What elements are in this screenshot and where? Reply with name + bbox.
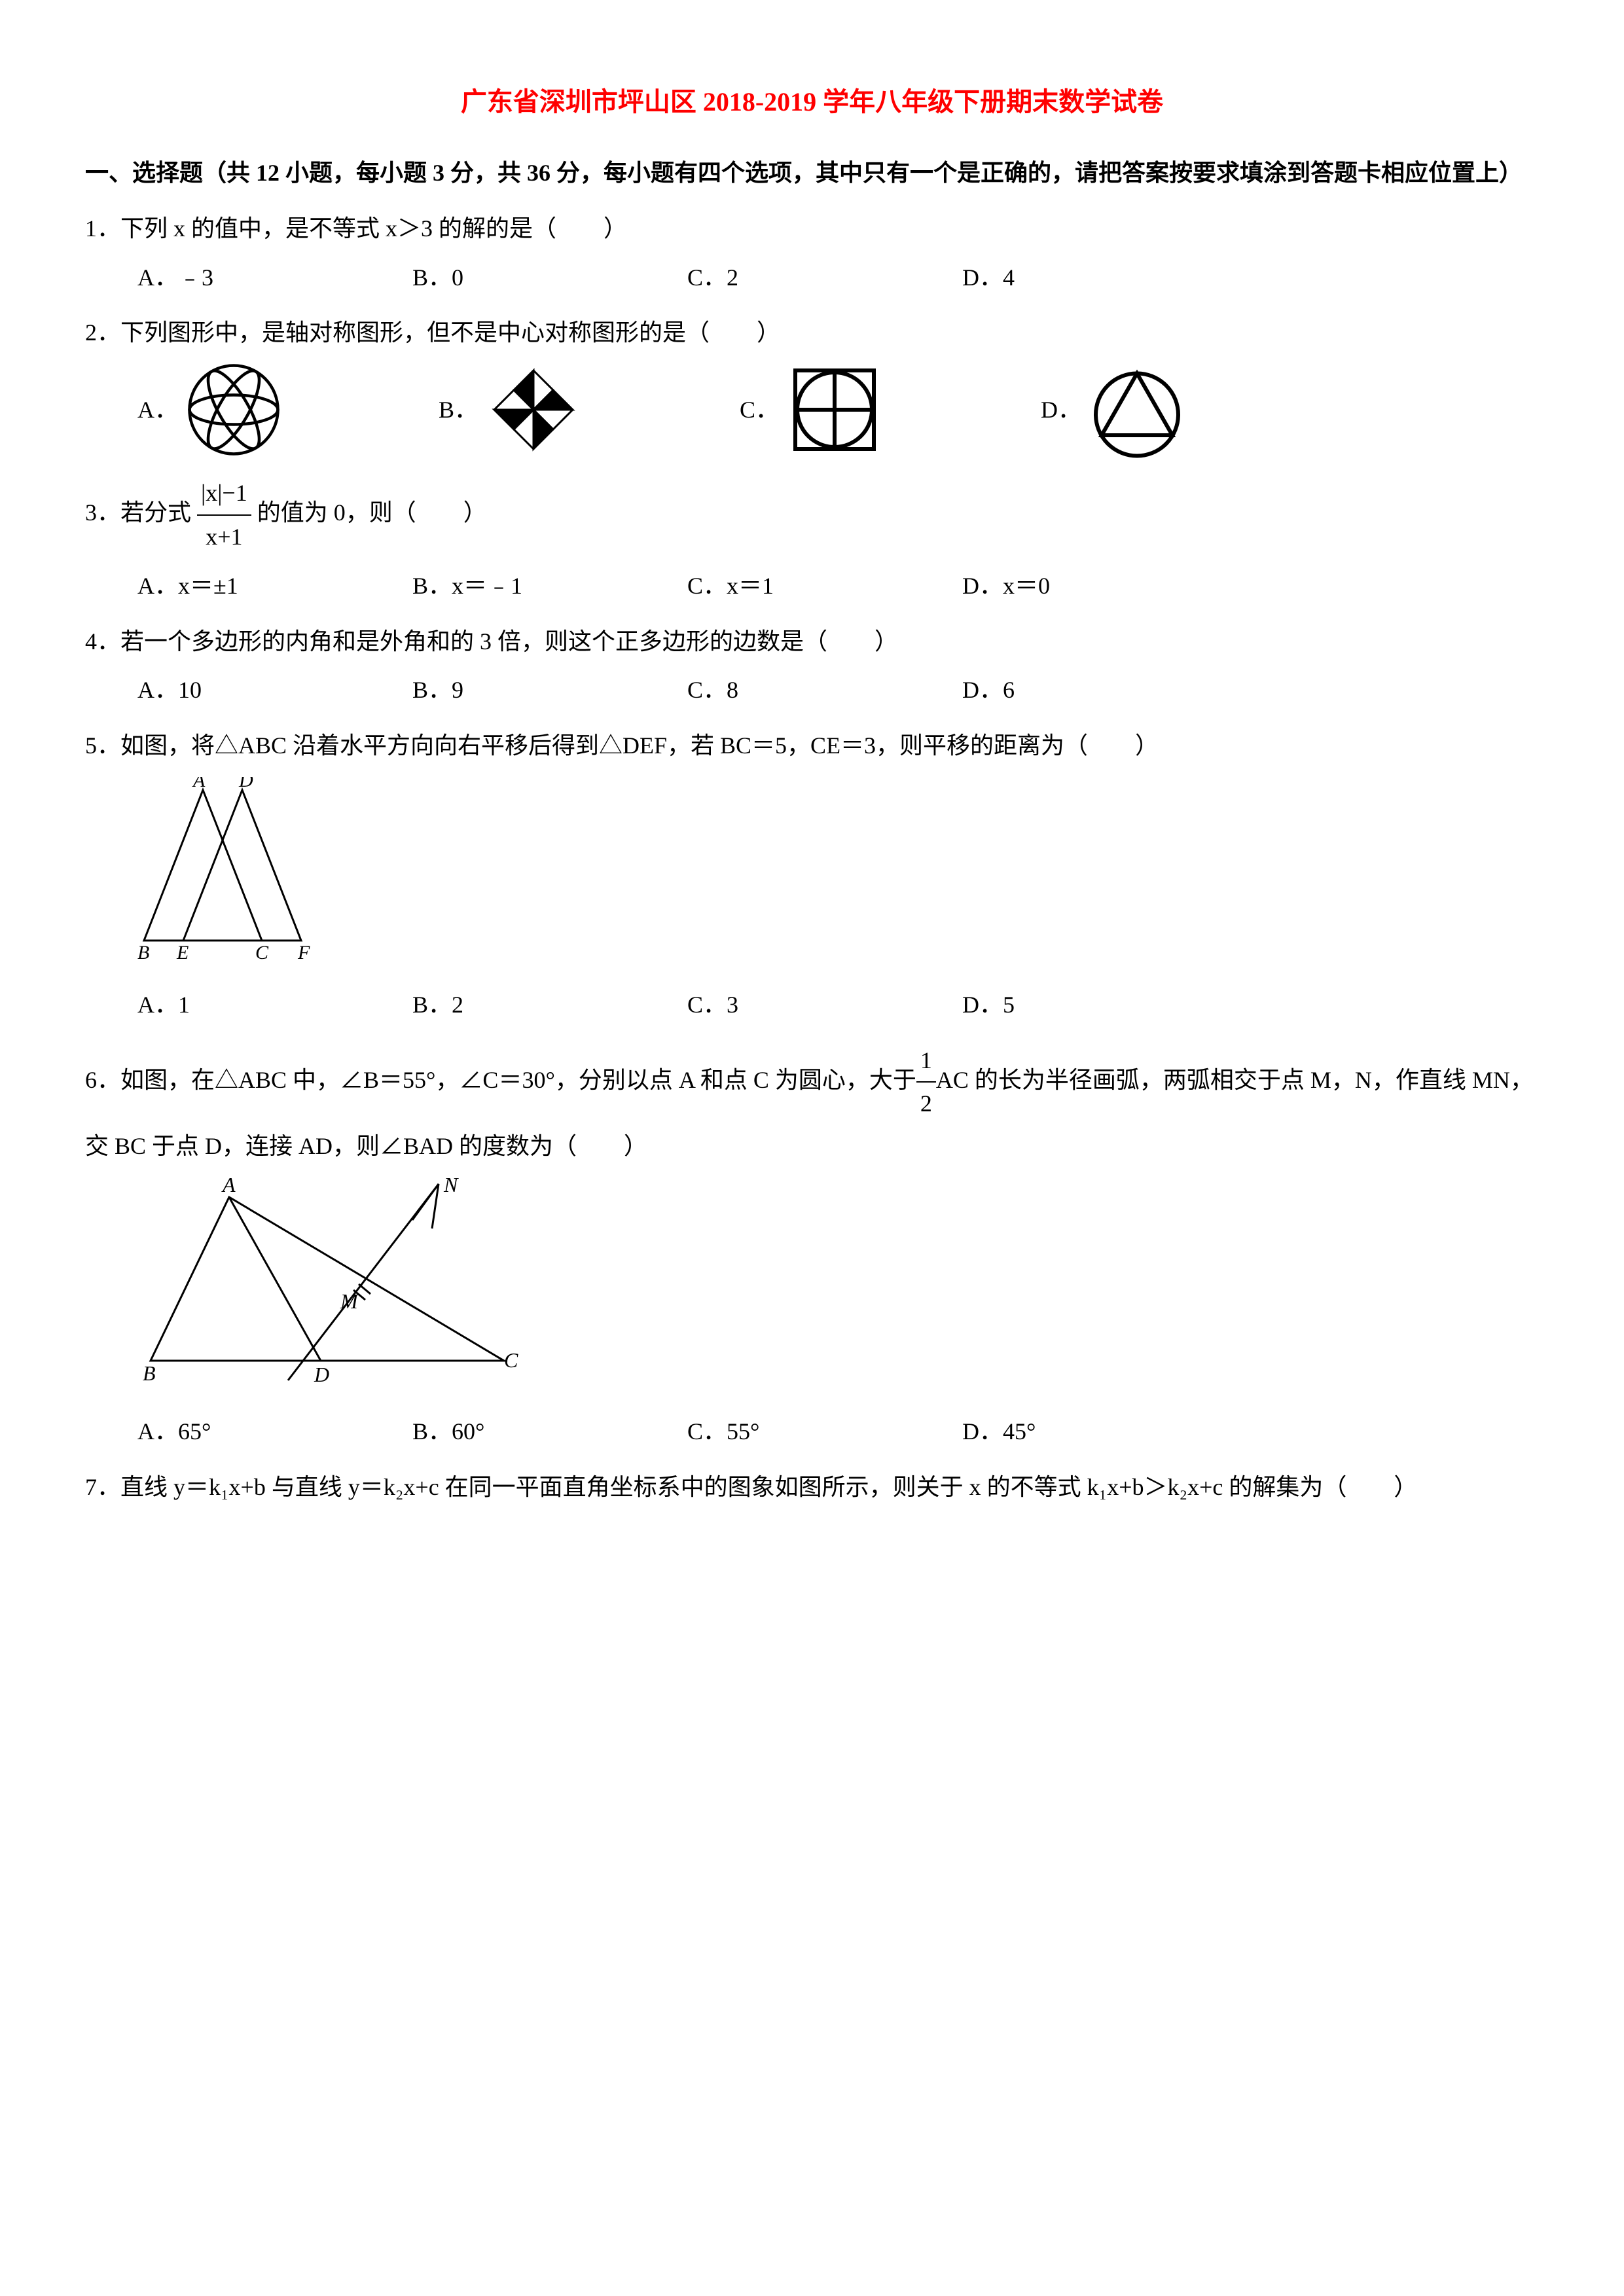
- question-6: 6．如图，在△ABC 中，∠B＝55°，∠C＝30°，分别以点 A 和点 C 为…: [85, 1039, 1539, 1453]
- q4-opt-c: C．8: [687, 669, 962, 711]
- q2-text: 2．下列图形中，是轴对称图形，但不是中心对称图形的是（ ）: [85, 312, 1539, 354]
- question-5: 5．如图，将△ABC 沿着水平方向向右平移后得到△DEF，若 BC＝5，CE＝3…: [85, 725, 1539, 1026]
- q5-label-e: E: [176, 942, 189, 960]
- triangle-circle-icon: [1088, 361, 1186, 459]
- q1-options: A．﹣3 B．0 C．2 D．4: [85, 257, 1539, 299]
- q6-label-d: D: [314, 1363, 329, 1386]
- q1-opt-a: A．﹣3: [137, 257, 412, 299]
- q6-opt-a: A．65°: [137, 1410, 412, 1453]
- question-4: 4．若一个多边形的内角和是外角和的 3 倍，则这个正多边形的边数是（ ） A．1…: [85, 620, 1539, 712]
- q5-label-d: D: [238, 777, 253, 791]
- q3-opt-b: B．x＝﹣1: [412, 565, 687, 607]
- q3-opt-a: A．x＝±1: [137, 565, 412, 607]
- q5-figure: A D B E C F: [85, 777, 1539, 974]
- q4-opt-b: B．9: [412, 669, 687, 711]
- q5-opt-c: C．3: [687, 984, 962, 1026]
- q1-opt-c: C．2: [687, 257, 962, 299]
- q3-opt-c: C．x＝1: [687, 565, 962, 607]
- question-3: 3．若分式 |x|−1 x+1 的值为 0，则（ ） A．x＝±1 B．x＝﹣1…: [85, 472, 1539, 607]
- q6-opt-d: D．45°: [962, 1410, 1237, 1453]
- exam-title: 广东省深圳市坪山区 2018-2019 学年八年级下册期末数学试卷: [85, 79, 1539, 126]
- q5-label-a: A: [192, 777, 206, 791]
- q2-opt-d: D．: [1041, 361, 1316, 459]
- q1-text: 1．下列 x 的值中，是不等式 x＞3 的解的是（ ）: [85, 207, 1539, 250]
- section-1-header: 一、选择题（共 12 小题，每小题 3 分，共 36 分，每小题有四个选项，其中…: [85, 152, 1539, 194]
- q2-opt-a: A．: [137, 361, 412, 459]
- q5-options: A．1 B．2 C．3 D．5: [85, 984, 1539, 1026]
- q5-label-f: F: [297, 942, 310, 960]
- q1-opt-b: B．0: [412, 257, 687, 299]
- q6-opt-b: B．60°: [412, 1410, 687, 1453]
- q6-label-c: C: [504, 1348, 518, 1372]
- q7-text: 7．直线 y＝k₁x+b 与直线 y＝k₂x+c 在同一平面直角坐标系中的图象如…: [85, 1466, 1539, 1509]
- q6-opt-c: C．55°: [687, 1410, 962, 1453]
- question-7: 7．直线 y＝k₁x+b 与直线 y＝k₂x+c 在同一平面直角坐标系中的图象如…: [85, 1466, 1539, 1509]
- q3-options: A．x＝±1 B．x＝﹣1 C．x＝1 D．x＝0: [85, 565, 1539, 607]
- pinwheel-icon: [484, 361, 583, 459]
- q4-opt-d: D．6: [962, 669, 1237, 711]
- square-circle-icon: [785, 361, 884, 459]
- q6-figure: A B C D M N: [85, 1177, 1539, 1401]
- q4-options: A．10 B．9 C．8 D．6: [85, 669, 1539, 711]
- q5-text: 5．如图，将△ABC 沿着水平方向向右平移后得到△DEF，若 BC＝5，CE＝3…: [85, 725, 1539, 767]
- q3-opt-d: D．x＝0: [962, 565, 1237, 607]
- q1-opt-d: D．4: [962, 257, 1237, 299]
- question-2: 2．下列图形中，是轴对称图形，但不是中心对称图形的是（ ） A． B．: [85, 312, 1539, 459]
- q5-label-c: C: [255, 942, 269, 960]
- q6-label-m: M: [340, 1289, 359, 1313]
- q6-label-a: A: [221, 1177, 236, 1196]
- q6-options: A．65° B．60° C．55° D．45°: [85, 1410, 1539, 1453]
- flower-icon: [185, 361, 283, 459]
- q5-opt-a: A．1: [137, 984, 412, 1026]
- q6-label-b: B: [143, 1361, 156, 1385]
- q2-opt-b: B．: [439, 361, 713, 459]
- q2-options: A． B．: [85, 361, 1539, 459]
- q6-text: 6．如图，在△ABC 中，∠B＝55°，∠C＝30°，分别以点 A 和点 C 为…: [85, 1039, 1539, 1168]
- question-1: 1．下列 x 的值中，是不等式 x＞3 的解的是（ ） A．﹣3 B．0 C．2…: [85, 207, 1539, 299]
- q5-opt-b: B．2: [412, 984, 687, 1026]
- q2-opt-c: C．: [740, 361, 1015, 459]
- q3-fraction: |x|−1 x+1: [197, 472, 251, 558]
- q6-label-n: N: [443, 1177, 459, 1196]
- q4-text: 4．若一个多边形的内角和是外角和的 3 倍，则这个正多边形的边数是（ ）: [85, 620, 1539, 663]
- q3-text: 3．若分式 |x|−1 x+1 的值为 0，则（ ）: [85, 472, 1539, 558]
- q4-opt-a: A．10: [137, 669, 412, 711]
- q5-opt-d: D．5: [962, 984, 1237, 1026]
- q6-fraction: 12: [916, 1039, 936, 1126]
- q5-label-b: B: [137, 942, 149, 960]
